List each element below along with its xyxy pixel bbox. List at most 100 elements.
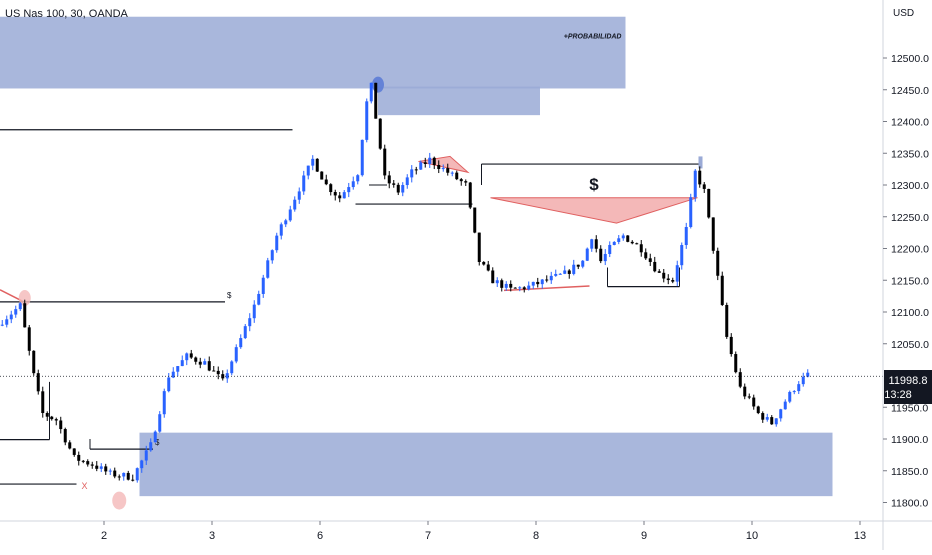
left-peak-marker bbox=[18, 290, 31, 307]
candle-body bbox=[540, 279, 544, 285]
candle-body bbox=[311, 158, 315, 166]
candle-body bbox=[648, 258, 652, 262]
candle-body bbox=[522, 287, 526, 290]
candle-body bbox=[473, 207, 477, 233]
candle-body bbox=[734, 354, 738, 373]
candle-body bbox=[554, 273, 558, 276]
peak-marker bbox=[372, 76, 384, 93]
candle-body bbox=[621, 235, 625, 239]
candle-body bbox=[77, 454, 81, 461]
candle-body bbox=[72, 448, 76, 455]
trend-line-lows bbox=[503, 285, 590, 292]
candle-body bbox=[549, 275, 553, 281]
candle-body bbox=[702, 184, 706, 189]
candle-body bbox=[761, 413, 765, 420]
candle-body bbox=[396, 184, 400, 193]
candle-body bbox=[639, 244, 643, 253]
y-tick-label: 12050.0 bbox=[891, 339, 929, 351]
y-tick-label: 11800.0 bbox=[891, 498, 928, 510]
candle-body bbox=[45, 413, 49, 417]
candle-body bbox=[212, 370, 216, 372]
y-tick-label: 12300.0 bbox=[891, 180, 929, 192]
candle-body bbox=[198, 361, 202, 365]
candle-body bbox=[18, 303, 22, 310]
candle-body bbox=[531, 281, 535, 286]
candle-body bbox=[644, 252, 648, 259]
candle-body bbox=[752, 397, 756, 407]
y-tick-label: 12450.0 bbox=[891, 85, 929, 97]
candle-body bbox=[207, 361, 211, 371]
candle-body bbox=[176, 366, 180, 372]
candle-body bbox=[302, 175, 306, 192]
candle-body bbox=[153, 431, 157, 443]
levels-layer: $ X $ bbox=[0, 129, 702, 491]
candle-body bbox=[792, 391, 796, 393]
candle-body bbox=[590, 239, 594, 249]
candle-body bbox=[50, 416, 54, 420]
candle-body bbox=[500, 280, 504, 288]
y-tick-label: 11950.0 bbox=[891, 402, 928, 414]
candle-body bbox=[707, 188, 711, 218]
candle-body bbox=[99, 466, 103, 469]
zone-label: +PROBABILIDAD bbox=[564, 34, 622, 41]
candle-body bbox=[446, 168, 450, 173]
level-label: $ bbox=[227, 291, 232, 300]
y-tick-label: 11850.0 bbox=[891, 466, 928, 478]
candle-body bbox=[725, 304, 729, 337]
x-tick-label: 3 bbox=[209, 530, 215, 542]
candle-body bbox=[266, 260, 270, 278]
candle-body bbox=[36, 373, 40, 392]
candle-body bbox=[23, 303, 27, 328]
y-tick-label: 12400.0 bbox=[891, 117, 929, 129]
candle-body bbox=[432, 157, 436, 166]
candle-body bbox=[563, 270, 567, 274]
time-axis[interactable]: 2 3 6 7 8 9 10 13 bbox=[101, 521, 866, 542]
candle-body bbox=[162, 391, 166, 415]
candle-body bbox=[545, 279, 549, 281]
candle-body bbox=[252, 304, 256, 319]
candle-body bbox=[167, 377, 171, 392]
candle-body bbox=[122, 472, 126, 477]
candle-body bbox=[54, 419, 58, 421]
candle-body bbox=[576, 264, 580, 267]
x-tick-label: 10 bbox=[746, 530, 758, 542]
candle-body bbox=[414, 169, 418, 171]
candle-body bbox=[32, 350, 36, 374]
candle-body bbox=[180, 360, 184, 367]
candle-body bbox=[477, 232, 481, 262]
candle-body bbox=[0, 324, 4, 326]
candle-body bbox=[356, 175, 360, 182]
x-tick-label: 9 bbox=[641, 530, 647, 542]
current-price-value: 11998.8 bbox=[889, 375, 928, 387]
zone-0 bbox=[0, 16, 626, 89]
candle-body bbox=[351, 181, 355, 188]
candle-body bbox=[716, 250, 720, 276]
x-tick-label: 2 bbox=[101, 530, 107, 542]
candle-body bbox=[743, 386, 747, 397]
candle-body bbox=[392, 183, 396, 185]
candle-body bbox=[383, 148, 387, 176]
x-tick-label: 8 bbox=[533, 530, 539, 542]
candle-body bbox=[59, 420, 63, 430]
candle-body bbox=[509, 283, 513, 288]
candle-body bbox=[293, 199, 297, 210]
candle-body bbox=[711, 217, 715, 251]
candle-body bbox=[603, 253, 607, 262]
candle-body bbox=[243, 326, 247, 339]
candle-body bbox=[585, 248, 589, 261]
candle-body bbox=[81, 460, 85, 462]
price-axis[interactable]: 12500.0 12450.0 12400.0 12350.0 12300.0 12250… bbox=[883, 53, 929, 510]
candle-body bbox=[14, 309, 18, 315]
candle-body bbox=[347, 187, 351, 193]
candle-body bbox=[738, 372, 742, 387]
candle-body bbox=[216, 370, 220, 375]
candle-body bbox=[698, 170, 702, 185]
symbol-title[interactable]: US Nas 100, 30, OANDA bbox=[5, 8, 128, 20]
candle-body bbox=[108, 470, 112, 472]
candle-body bbox=[279, 224, 283, 236]
y-tick-label: 12350.0 bbox=[891, 148, 929, 160]
candle-body bbox=[594, 239, 598, 249]
candle-body bbox=[203, 361, 207, 365]
